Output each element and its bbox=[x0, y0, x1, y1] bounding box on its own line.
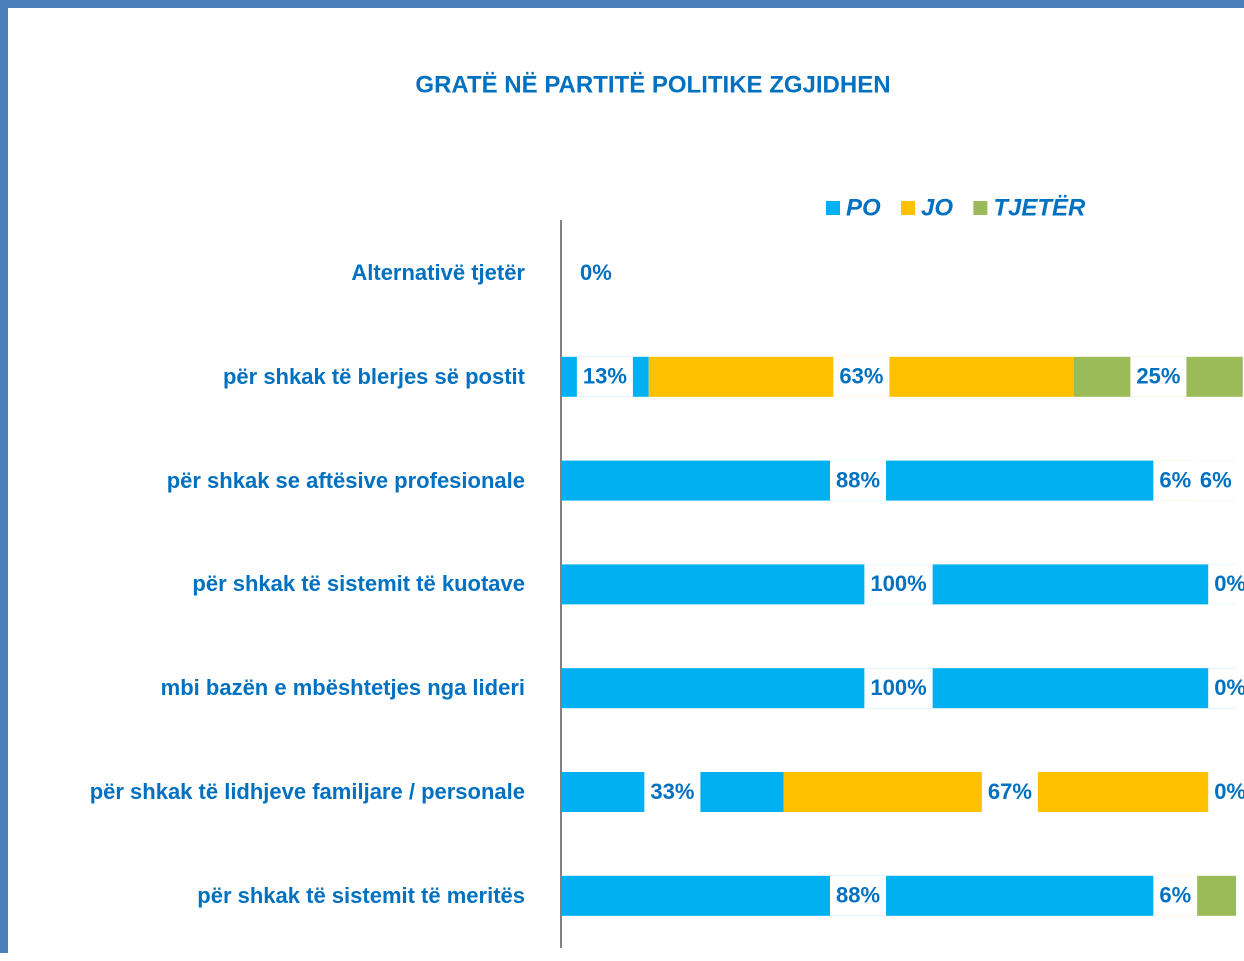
legend-swatch bbox=[901, 201, 916, 215]
label-background bbox=[1153, 460, 1198, 501]
chart-title: GRATË NË PARTITË POLITIKE ZGJIDHEN bbox=[415, 71, 890, 98]
label-background bbox=[1193, 460, 1238, 501]
label-background bbox=[864, 564, 933, 605]
category-label: për shkak se aftësive profesionale bbox=[166, 467, 525, 493]
category-label: për shkak të blerjes së postit bbox=[222, 363, 525, 389]
value-label: 88% bbox=[836, 467, 880, 492]
label-background bbox=[1208, 668, 1244, 709]
value-label: 0% bbox=[1214, 675, 1244, 700]
value-label: 6% bbox=[1159, 883, 1191, 908]
legend-label: PO bbox=[846, 194, 881, 221]
category-label: Alternativë tjetër bbox=[351, 260, 525, 285]
value-label: 100% bbox=[870, 675, 926, 700]
legend-label: JO bbox=[921, 194, 953, 221]
value-label: 63% bbox=[839, 364, 883, 389]
value-label: 6% bbox=[1200, 467, 1232, 492]
label-background bbox=[1153, 875, 1198, 916]
value-label: 0% bbox=[1214, 779, 1244, 804]
category-label-wrap: për shkak se aftësive profesionale bbox=[65, 463, 525, 499]
label-background bbox=[864, 668, 933, 709]
value-label: 67% bbox=[988, 779, 1032, 804]
value-label: 33% bbox=[650, 779, 694, 804]
chart: GRATË NË PARTITË POLITIKE ZGJIDHEN PO JO T… bbox=[415, 71, 1244, 948]
legend-swatch bbox=[826, 201, 840, 215]
category-label-wrap: Alternativë tjetër bbox=[65, 255, 525, 291]
label-background bbox=[1208, 772, 1244, 812]
label-background bbox=[1130, 356, 1187, 397]
label-background bbox=[981, 772, 1038, 812]
category-label-wrap: mbi bazën e mbështetjes nga lideri bbox=[65, 670, 525, 706]
category-label-wrap: për shkak të blerjes së postit bbox=[65, 359, 525, 395]
label-background bbox=[576, 356, 633, 397]
value-label: 100% bbox=[870, 571, 926, 596]
legend-swatch bbox=[973, 201, 988, 215]
value-label: 88% bbox=[836, 883, 880, 908]
value-label: 25% bbox=[1136, 364, 1180, 389]
value-label: 13% bbox=[583, 364, 627, 389]
category-label-wrap: për shkak të sistemit të meritës bbox=[65, 878, 525, 914]
category-label: për shkak të lidhjeve familjare / person… bbox=[89, 779, 525, 804]
category-label: mbi bazën e mbështetjes nga lideri bbox=[160, 675, 525, 701]
category-label-wrap: për shkak të lidhjeve familjare / person… bbox=[65, 774, 525, 810]
label-background bbox=[833, 356, 890, 397]
label-background bbox=[829, 460, 887, 501]
label-background bbox=[574, 253, 618, 293]
category-label-wrap: për shkak të sistemit të kuotave bbox=[65, 566, 525, 602]
bar-segment bbox=[1195, 875, 1236, 916]
label-background bbox=[829, 875, 887, 916]
legend-label: TJETËR bbox=[993, 194, 1086, 221]
category-label: për shkak të sistemit të meritës bbox=[197, 882, 525, 908]
value-label: 0% bbox=[580, 260, 612, 285]
category-label: për shkak të sistemit të kuotave bbox=[192, 571, 525, 597]
value-label: 0% bbox=[1214, 571, 1244, 596]
value-label: 6% bbox=[1159, 467, 1191, 492]
label-background bbox=[1208, 564, 1244, 605]
label-background bbox=[644, 772, 701, 812]
